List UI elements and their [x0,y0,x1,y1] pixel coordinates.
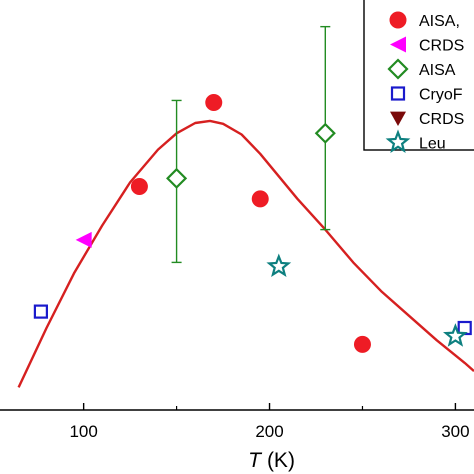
legend-marker-triangle-left-filled [390,36,406,53]
data-point-diamond-open [166,167,188,189]
data-point-star-open [266,253,292,278]
x-axis-title: T (K) [248,449,295,472]
fit-curve [17,119,474,388]
x-axis: 100 200 300 [0,403,474,441]
x-axis-title-unit: (K) [267,449,295,472]
data-point-star-open [443,323,468,347]
legend-box [363,0,474,151]
data-point-diamond-open [314,122,336,144]
legend-label: CRDS [419,38,464,55]
x-tick-label: 200 [255,422,283,441]
legend-label: CryoF [419,87,463,104]
legend-marker-triangle-down-filled [390,111,406,126]
data-point-square-open [33,304,48,319]
legend-marker-diamond-open [387,58,409,80]
data-point-triangle-left-filled [75,231,92,248]
x-axis-title-symbol: T [248,449,263,472]
legend: AISA, CRDS AISA CryoF CRDS Leu [363,0,474,154]
legend-label: AISA [419,62,456,79]
data-point-circle-filled [353,335,371,353]
data-point-circle-filled [205,94,223,111]
legend-marker-star-open [385,129,411,154]
legend-label: Leu [419,136,446,153]
plot-area [17,25,474,388]
legend-label: CRDS [419,111,464,128]
legend-marker-square-open [390,86,406,101]
data-point-circle-filled [251,190,269,208]
data-point-circle-filled [130,178,148,196]
legend-marker-circle-filled [389,11,407,29]
x-tick-label: 300 [441,422,469,441]
legend-label: AISA, [419,13,460,30]
x-tick-label: 100 [69,422,97,441]
